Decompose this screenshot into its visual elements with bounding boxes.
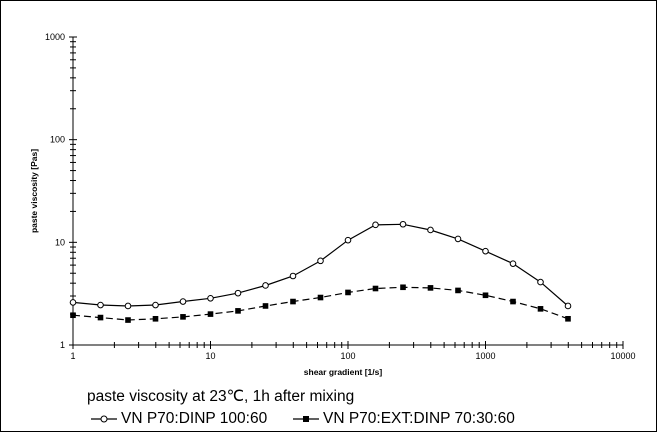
y-axis-title: paste viscosity [Pas] — [29, 149, 39, 233]
legend-swatch-series-1-marker — [100, 415, 108, 423]
series-2 — [70, 284, 571, 323]
series-1-point — [482, 247, 489, 255]
y-tick-label: 1000 — [45, 32, 65, 42]
series-1-point — [399, 220, 407, 228]
series-1-point — [509, 260, 517, 267]
y-tick-label: 100 — [50, 135, 65, 145]
series-1-point — [289, 272, 297, 280]
x-tick-label: 100 — [340, 351, 355, 361]
series-1-point — [124, 302, 132, 310]
series-1-point — [152, 301, 159, 309]
x-tick-label: 1000 — [475, 351, 495, 361]
series-2-point — [427, 285, 434, 291]
legend-label-series-2: VN P70:EXT:DINP 70:30:60 — [323, 410, 515, 427]
legend-label-series-1: VN P70:DINP 100:60 — [121, 410, 268, 427]
legend: VN P70:DINP 100:60 VN P70:EXT:DINP 70:30… — [87, 407, 607, 429]
series-2-point — [345, 289, 351, 296]
series-2-point — [152, 315, 159, 322]
x-axis-title: shear gradient [1/s] — [304, 367, 383, 377]
series-2-point — [180, 314, 186, 320]
series-2-point — [510, 298, 516, 305]
series-1-point — [97, 301, 104, 309]
series-2-point — [372, 285, 379, 292]
series-2-point — [537, 306, 544, 312]
series-2-point — [235, 308, 241, 314]
series-1-point — [537, 278, 544, 286]
chart-caption: paste viscosity at 23℃, 1h after mixing — [87, 388, 355, 405]
series-2-point — [565, 315, 571, 322]
y-tick-label: 10 — [55, 237, 65, 247]
series-2-point — [97, 314, 104, 321]
series-2-point — [400, 284, 406, 291]
viscosity-chart: 1 10 100 1000 10000 1 10 100 1000 shear gradient … — [29, 32, 636, 377]
series-1-point — [564, 302, 572, 310]
series-1-point — [234, 289, 242, 297]
series-2-point — [455, 287, 461, 294]
series-1-line — [72, 223, 569, 307]
series-1-point — [344, 236, 352, 244]
legend-swatch-series-2-marker — [303, 416, 309, 422]
x-tick-label: 10000 — [610, 351, 635, 361]
x-tick-label: 1 — [70, 351, 75, 361]
legend-swatches — [91, 415, 319, 423]
y-tick-label: 1 — [60, 340, 65, 350]
series-2-line — [72, 286, 569, 321]
series-1 — [69, 220, 572, 310]
series-1-point — [454, 235, 462, 243]
series-1-point — [372, 221, 379, 229]
series-1-point — [179, 298, 187, 305]
series-1-point — [427, 226, 434, 234]
series-1-point — [262, 282, 269, 289]
series-2-point — [125, 317, 131, 323]
series-1-point — [69, 299, 77, 306]
series-2-point — [290, 298, 296, 305]
series-1-point — [317, 257, 324, 265]
series-2-point — [482, 292, 489, 299]
series-2-point — [317, 294, 324, 301]
series-2-point — [70, 312, 76, 319]
x-tick-label: 10 — [205, 351, 215, 361]
series-1-point — [207, 295, 214, 302]
series-2-point — [207, 311, 214, 317]
series-2-point — [262, 303, 269, 309]
